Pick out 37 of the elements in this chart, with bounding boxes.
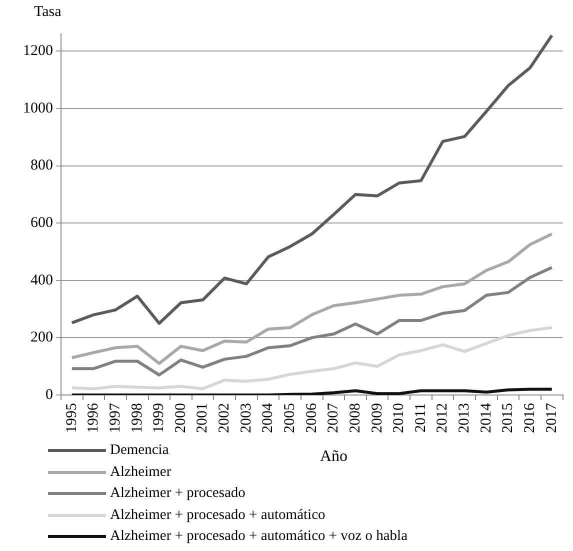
x-tick-label: 2010 (391, 403, 408, 433)
x-tick-label: 2009 (369, 403, 386, 433)
x-tick-label: 2012 (434, 403, 451, 433)
legend-label: Alzheimer (110, 462, 172, 482)
x-tick-label: 1999 (151, 403, 168, 433)
y-tick-label: 600 (30, 215, 53, 232)
x-tick-label: 2004 (260, 402, 276, 433)
y-tick-label: 1200 (23, 43, 53, 60)
x-tick-label: 2002 (216, 403, 233, 433)
x-tick-label: 2005 (282, 403, 298, 433)
legend-label: Demencia (110, 441, 169, 460)
y-tick-label: 0 (46, 386, 53, 403)
x-tick-label: 2000 (172, 403, 189, 433)
y-tick-label: 1000 (23, 100, 53, 116)
x-tick-label: 2014 (478, 402, 494, 433)
x-tick-label: 2003 (238, 403, 254, 433)
x-tick-label: 1996 (86, 402, 102, 433)
y-axis-title: Tasa (34, 4, 62, 21)
legend-label: Alzheimer + procesado (110, 484, 246, 503)
x-tick-label: 2001 (194, 403, 211, 433)
legend-label: Alzheimer + procesado + automático (110, 506, 326, 524)
x-tick-label: 1997 (107, 402, 124, 433)
x-tick-label: 2015 (500, 403, 516, 433)
x-tick-label: 2006 (304, 402, 320, 433)
x-axis-title: Año (320, 448, 348, 466)
x-tick-label: 2007 (326, 402, 342, 433)
x-tick-label: 1998 (129, 403, 146, 433)
x-tick-label: 2016 (522, 402, 538, 433)
x-tick-label: 1995 (64, 403, 80, 433)
x-tick-label: 2013 (456, 403, 473, 433)
legend-label: Alzheimer + procesado + automático + voz o habla (110, 527, 408, 546)
x-tick-label: 2011 (412, 403, 429, 432)
y-tick-label: 400 (30, 272, 53, 288)
x-tick-label: 2008 (347, 403, 364, 433)
x-tick-label: 2017 (544, 402, 560, 433)
y-tick-label: 200 (30, 330, 53, 346)
y-tick-label: 800 (30, 158, 53, 174)
